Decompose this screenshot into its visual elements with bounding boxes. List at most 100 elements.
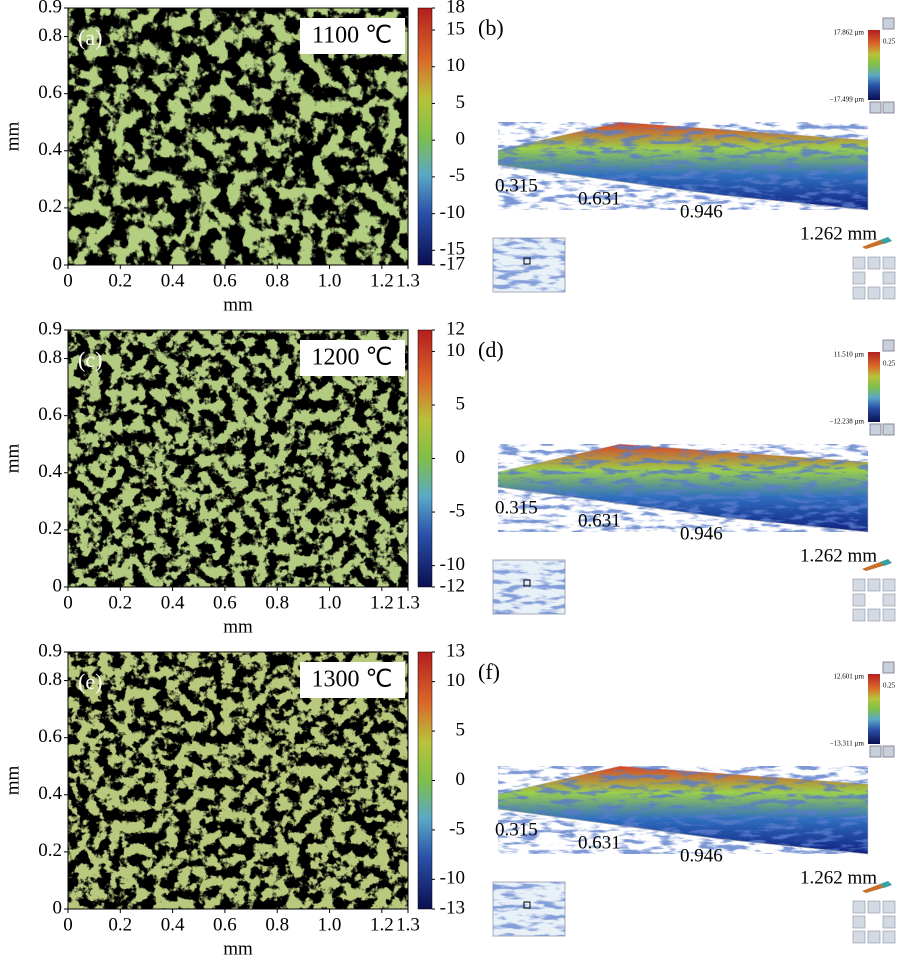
- nav-button: [852, 271, 866, 285]
- legend-max: 12.601 µm: [834, 673, 865, 681]
- axis-3d-label: 1.262 mm: [800, 223, 877, 244]
- surface-3d-texture: [498, 122, 868, 210]
- y-axis-label: mm: [2, 444, 23, 474]
- navigator-icon: [880, 559, 892, 566]
- nav-button: [852, 915, 866, 929]
- x-axis-label: mm: [223, 616, 253, 637]
- colorbar-tick-label: 5: [456, 719, 466, 740]
- legend-max: 11.510 µm: [834, 351, 865, 359]
- nav-button: [882, 593, 896, 607]
- y-tick-label: 0.8: [38, 25, 62, 46]
- nav-button: [852, 593, 866, 607]
- navigator-icon: [862, 884, 886, 893]
- legend-button: [882, 745, 895, 758]
- y-tick-label: 0.9: [38, 640, 62, 661]
- axis-3d-label: 0.946: [680, 201, 723, 222]
- map-frame: [67, 329, 409, 588]
- legend-min: −17.499 µm: [830, 96, 865, 104]
- surface-3d-edge: [497, 486, 869, 533]
- colorbar-tick-label: -5: [449, 500, 465, 521]
- nav-button: [852, 900, 866, 914]
- y-tick-label: 0.9: [38, 318, 62, 339]
- legend-min: −12.238 µm: [830, 418, 865, 426]
- panel-label: (d): [478, 337, 504, 362]
- colorbar-tick-label: -10: [440, 868, 465, 889]
- y-tick-label: 0: [53, 253, 63, 274]
- navigator-icon: [862, 240, 886, 249]
- x-tick-label: 0.4: [161, 270, 185, 291]
- legend-scale: 0.25: [883, 682, 896, 690]
- x-tick-label: 0.8: [265, 914, 289, 935]
- nav-button: [882, 286, 896, 300]
- y-tick-label: 0.4: [38, 139, 62, 160]
- legend-max: 17.862 µm: [834, 29, 865, 37]
- panel-label: (c): [78, 347, 102, 372]
- axis-3d-label: 1.262 mm: [800, 545, 877, 566]
- inset-map-texture: [493, 560, 565, 614]
- x-tick-label: 0.8: [265, 270, 289, 291]
- colorbar: [417, 7, 433, 266]
- navigator-icon: [880, 237, 892, 244]
- x-axis-label: mm: [223, 294, 253, 315]
- x-tick-label: 0.4: [161, 914, 185, 935]
- axis-3d-label: 0.631: [578, 832, 621, 853]
- nav-button: [882, 256, 896, 270]
- panel-label: (e): [78, 669, 102, 694]
- x-tick-label: 0.2: [108, 592, 132, 613]
- legend-button: [882, 17, 895, 30]
- navigator-icon: [862, 562, 886, 571]
- x-tick-label: 1.3: [396, 592, 420, 613]
- legend-button: [882, 339, 895, 352]
- colorbar-tick-label: -5: [449, 818, 465, 839]
- y-tick-label: 0.6: [38, 82, 62, 103]
- colorbar-tick-label: 5: [456, 393, 466, 414]
- x-tick-label: 1.0: [318, 592, 342, 613]
- y-tick-label: 0.2: [38, 840, 62, 861]
- x-tick-label: 0.6: [213, 914, 237, 935]
- colorbar-tick-label: 10: [446, 55, 465, 76]
- axis-3d-label: 0.946: [680, 523, 723, 544]
- nav-button: [852, 286, 866, 300]
- x-tick-label: 0.2: [108, 914, 132, 935]
- colorbar-tick-label: 0: [456, 447, 466, 468]
- legend-button: [882, 661, 895, 674]
- y-tick-label: 0: [53, 897, 63, 918]
- axis-3d-label: 0.631: [578, 510, 621, 531]
- inset-marker: [523, 257, 531, 265]
- y-tick-label: 0.2: [38, 518, 62, 539]
- axis-3d-label: 0.315: [495, 175, 538, 196]
- surface-3d-edge: [497, 808, 869, 855]
- navigator-icon: [880, 881, 892, 888]
- nav-button: [882, 930, 896, 944]
- legend-button: [869, 423, 882, 436]
- nav-button: [882, 608, 896, 622]
- x-tick-label: 0: [63, 592, 73, 613]
- x-tick-label: 1.2: [370, 592, 394, 613]
- colorbar-tick-label: 15: [446, 18, 465, 39]
- temperature-label: 1300 ℃: [312, 667, 393, 693]
- axis-3d-label: 0.946: [680, 845, 723, 866]
- legend-colorbar: [868, 30, 880, 100]
- colorbar-tick-label: 5: [456, 92, 466, 113]
- legend-button: [882, 101, 895, 114]
- x-tick-label: 0: [63, 270, 73, 291]
- nav-button: [882, 578, 896, 592]
- y-tick-label: 0.9: [38, 0, 62, 17]
- y-tick-label: 0.2: [38, 196, 62, 217]
- colorbar-tick-label: 12: [446, 318, 465, 339]
- axis-3d-label: 0.315: [495, 819, 538, 840]
- temperature-box: [300, 340, 405, 376]
- map-frame: [67, 7, 409, 266]
- nav-button: [852, 608, 866, 622]
- x-tick-label: 0.8: [265, 592, 289, 613]
- inset-map-texture: [493, 238, 565, 292]
- y-tick-label: 0: [53, 575, 63, 596]
- inset-map-texture: [493, 882, 565, 936]
- legend-colorbar: [868, 674, 880, 744]
- x-tick-label: 1.2: [370, 914, 394, 935]
- nav-button: [882, 900, 896, 914]
- inset-marker: [523, 579, 531, 587]
- colorbar-tick-label: -10: [440, 202, 465, 223]
- x-tick-label: 1.3: [396, 914, 420, 935]
- temperature-label: 1200 ℃: [312, 345, 393, 371]
